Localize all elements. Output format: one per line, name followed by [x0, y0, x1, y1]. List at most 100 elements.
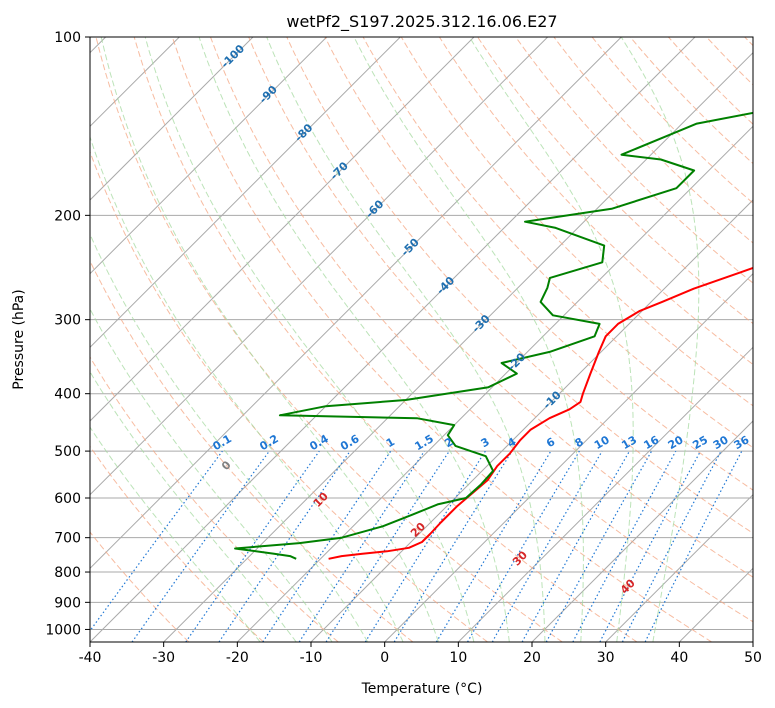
mixing-ratio-line	[298, 450, 425, 642]
y-tick-label: 600	[54, 491, 81, 507]
moist-adiabat	[90, 426, 261, 642]
isotherm-line	[384, 272, 753, 642]
mixing-ratio-line	[545, 450, 653, 642]
dry-adiabat	[591, 37, 753, 204]
dry-adiabat	[90, 259, 414, 642]
mixing-ratio-line	[393, 450, 513, 642]
y-tick-label: 200	[54, 208, 81, 224]
dry-adiabat	[515, 37, 753, 284]
x-tick-label: -10	[300, 650, 323, 666]
y-axis-label: Pressure (hPa)	[11, 289, 27, 389]
mixing-ratio-line	[572, 450, 677, 642]
dry-adiabat	[248, 37, 753, 578]
moist-adiabat	[469, 37, 634, 642]
isotherm-line	[90, 37, 401, 349]
moist-adiabat	[90, 308, 333, 642]
y-tick-label: 300	[54, 313, 81, 329]
mixing-ratio-label: 0.6	[338, 432, 362, 453]
isotherm-line	[605, 493, 753, 642]
dry-adiabat	[90, 445, 264, 642]
mixing-ratio-label: 0.1	[210, 432, 233, 453]
x-axis-label: Temperature (°C)	[361, 681, 483, 697]
isotherm-line	[457, 346, 753, 642]
mixing-ratio-label: 30	[711, 433, 731, 452]
dry-adiabat	[210, 37, 753, 623]
x-tick-label: 20	[523, 650, 541, 666]
dry-adiabat	[133, 37, 638, 642]
x-tick-label: 40	[670, 650, 688, 666]
isotherm-line	[752, 641, 753, 642]
isotherm-line	[90, 37, 328, 275]
dry-adiabat	[90, 531, 190, 642]
x-tick-label: -20	[226, 650, 249, 666]
chart-title: wetPf2_S197.2025.312.16.06.E27	[286, 12, 557, 32]
mixing-ratio-line	[185, 450, 320, 642]
moist-adiabat	[90, 370, 297, 642]
y-tick-label: 100	[54, 30, 81, 46]
isotherm-line	[90, 37, 254, 201]
isotherm-line	[90, 37, 475, 422]
y-tick-label: 500	[54, 444, 81, 460]
dry-adiabat	[90, 150, 488, 642]
y-tick-label: 900	[54, 595, 81, 611]
dry-adiabat-label: 0	[219, 458, 234, 473]
isotherm-line	[90, 37, 622, 570]
mixing-ratio-line	[131, 450, 270, 642]
mixing-ratio-label: 36	[732, 433, 752, 452]
isotherm-line	[531, 420, 753, 642]
mixing-ratio-line	[435, 450, 552, 642]
mixing-ratio-label: 16	[641, 433, 661, 452]
sounding-profiles	[234, 111, 753, 560]
isotherm-line	[90, 37, 696, 642]
dry-adiabat	[744, 37, 753, 47]
x-tick-label: 50	[744, 650, 762, 666]
dewpoint-profile	[234, 111, 753, 560]
moist-adiabat	[90, 232, 369, 642]
isotherm-line	[236, 125, 753, 642]
mixing-ratio-label: 13	[619, 433, 639, 452]
mixing-ratio-label: 6	[544, 435, 557, 450]
plot-frame	[89, 36, 754, 643]
mixing-ratio-line	[262, 450, 392, 642]
moist-adiabat	[90, 135, 404, 642]
isotherm-line	[90, 37, 549, 496]
mixing-ratio-label: 25	[690, 433, 710, 452]
isotherm-line	[163, 51, 753, 642]
dry-adiabat	[286, 37, 753, 534]
mixing-ratio-label: 3	[479, 435, 492, 450]
x-tick-label: 0	[380, 650, 389, 666]
moist-adiabat	[198, 37, 510, 642]
mixing-ratio-label: 10	[592, 433, 612, 452]
x-tick-label: -30	[152, 650, 175, 666]
plot-background-lines	[90, 37, 753, 642]
mixing-ratio-label: 1.5	[413, 432, 436, 453]
dry-adiabat	[171, 37, 712, 642]
dry-adiabat	[95, 37, 563, 642]
dry-adiabat-label: 20	[408, 520, 428, 540]
dry-adiabat	[90, 356, 339, 642]
dry-adiabat-label: 30	[510, 548, 530, 568]
y-tick-label: 400	[54, 387, 81, 403]
moist-adiabat	[266, 37, 546, 642]
dry-adiabat-label: 40	[618, 576, 638, 596]
mixing-ratio-line	[90, 450, 223, 632]
x-tick-label: -40	[79, 650, 102, 666]
dry-adiabat	[400, 37, 753, 407]
mixing-ratio-label: 4	[505, 435, 518, 450]
axes: -40 -30 -20 -10 0 10 20 30 40 5010020030040050060…	[45, 30, 762, 666]
y-tick-label: 1000	[45, 622, 81, 638]
isotherm-line	[678, 567, 753, 642]
moist-adiabat	[100, 37, 439, 642]
dry-adiabat	[438, 37, 753, 366]
mixing-ratio-label: 20	[666, 433, 686, 452]
y-tick-label: 700	[54, 531, 81, 547]
y-tick-label: 800	[54, 565, 81, 581]
x-tick-label: 10	[449, 650, 467, 666]
x-tick-label: 30	[597, 650, 615, 666]
moist-adiabat	[353, 37, 584, 642]
temperature-profile	[328, 266, 753, 560]
mixing-ratio-line	[599, 450, 702, 642]
moist-adiabat	[144, 37, 475, 642]
mixing-ratio-label: 0.4	[307, 432, 331, 453]
